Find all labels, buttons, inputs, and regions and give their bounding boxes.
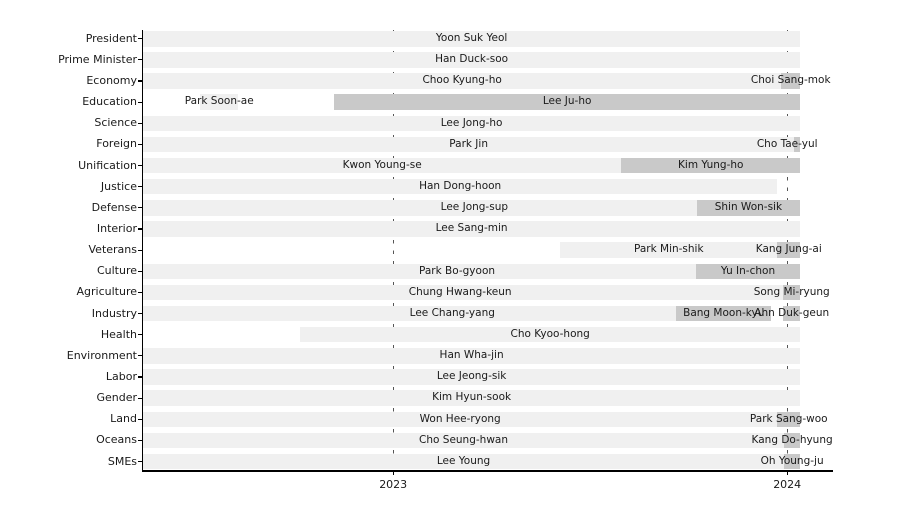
y-axis-label-defense: Defense xyxy=(91,200,137,214)
bar-segment xyxy=(334,94,801,110)
bar-segment xyxy=(696,200,801,216)
bar-segment xyxy=(143,73,782,89)
bar-segment xyxy=(143,432,785,449)
bar-segment xyxy=(560,242,778,258)
y-axis-label-land: Land xyxy=(110,412,137,426)
y-axis-label-prime-minister: Prime Minister xyxy=(58,52,137,66)
y-tick xyxy=(137,164,142,167)
bar-segment xyxy=(143,136,795,153)
bar-segment xyxy=(300,326,801,343)
y-axis-label-labor: Labor xyxy=(105,369,137,383)
y-axis-label-education: Education xyxy=(82,95,137,109)
bar-segment xyxy=(695,263,801,280)
y-axis-label-oceans: Oceans xyxy=(96,433,137,447)
y-axis-label-culture: Culture xyxy=(96,264,137,278)
y-axis-label-science: Science xyxy=(94,116,137,130)
y-tick xyxy=(137,312,142,315)
bar-segment xyxy=(676,305,772,322)
bar-segment xyxy=(143,178,778,195)
bar-segment xyxy=(783,284,801,301)
bar-segment xyxy=(777,242,801,258)
y-axis-label-economy: Economy xyxy=(86,74,137,88)
y-tick xyxy=(137,249,142,251)
y-axis-label-health: Health xyxy=(100,327,137,341)
x-tick-label-2024: 2024 xyxy=(773,478,802,491)
bar-segment xyxy=(143,369,801,385)
bar-segment xyxy=(200,94,239,110)
bar-segment xyxy=(143,411,778,428)
bar-segment xyxy=(784,432,801,449)
bar-segment xyxy=(143,200,697,216)
y-tick xyxy=(137,397,142,399)
y-axis-label-smes: SMEs xyxy=(107,454,137,468)
bar-segment xyxy=(143,115,801,132)
x-tick-2023 xyxy=(392,470,394,476)
bar-segment xyxy=(143,31,801,47)
bar-segment xyxy=(784,453,801,470)
bar-segment xyxy=(783,305,801,322)
y-tick xyxy=(137,101,142,103)
y-axis-label-unification: Unification xyxy=(78,158,137,172)
y-tick xyxy=(137,418,142,420)
y-axis-label-gender: Gender xyxy=(96,391,137,405)
bar-segment xyxy=(143,348,801,364)
y-tick xyxy=(137,355,142,357)
y-tick xyxy=(137,291,142,294)
y-axis-label-agriculture: Agriculture xyxy=(76,285,138,299)
year-gridline-2023 xyxy=(392,30,394,471)
bar-segment xyxy=(794,136,801,153)
x-tick-label-2023: 2023 xyxy=(379,478,408,491)
y-tick xyxy=(137,143,142,146)
y-tick xyxy=(137,334,142,336)
y-tick xyxy=(137,186,142,188)
y-tick xyxy=(137,376,142,378)
bar-segment xyxy=(143,390,801,406)
bar-segment xyxy=(143,305,677,322)
x-axis-line xyxy=(141,470,833,472)
bar-segment xyxy=(143,284,784,301)
y-tick xyxy=(137,122,142,124)
y-axis-label-justice: Justice xyxy=(100,179,137,193)
bar-segment xyxy=(143,157,622,174)
bar-segment xyxy=(621,157,801,174)
bar-segment xyxy=(781,73,801,89)
y-tick xyxy=(137,270,142,272)
y-tick xyxy=(137,460,142,463)
y-tick xyxy=(137,80,142,82)
y-tick xyxy=(137,59,142,61)
bar-segment xyxy=(143,263,696,280)
bar-segment xyxy=(143,453,785,470)
y-tick xyxy=(137,38,142,40)
bar-segment xyxy=(143,52,801,68)
y-tick xyxy=(137,439,142,441)
y-axis-label-foreign: Foreign xyxy=(96,137,137,151)
y-axis-line xyxy=(141,30,143,472)
y-axis-label-president: President xyxy=(85,31,137,45)
y-axis-label-interior: Interior xyxy=(96,222,137,235)
y-axis-label-veterans: Veterans xyxy=(88,243,138,257)
y-axis-label-industry: Industry xyxy=(91,306,137,320)
bar-segment xyxy=(777,411,801,428)
y-tick xyxy=(137,207,142,209)
bar-segment xyxy=(143,221,801,237)
x-tick-2024 xyxy=(786,470,788,476)
y-tick xyxy=(137,228,142,230)
y-axis-label-environment: Environment xyxy=(66,348,137,362)
